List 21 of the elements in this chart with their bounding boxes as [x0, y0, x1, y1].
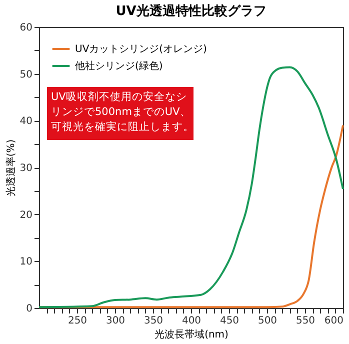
x-tick-label: 300 — [106, 316, 126, 326]
x-axis-title: 光波長帯域(nm) — [154, 328, 229, 340]
y-tick-label: 20 — [20, 210, 32, 221]
y-tick-label: 10 — [20, 256, 32, 268]
x-tick-label: 450 — [220, 316, 240, 326]
y-axis-title: 光透過率(%) — [4, 139, 17, 197]
x-tick-label: 350 — [144, 316, 164, 326]
y-tick-label: 0 — [26, 304, 32, 314]
y-tick-label: 60 — [20, 22, 32, 34]
x-tick-label: 400 — [182, 316, 202, 326]
legend-label: 他社シリンジ(緑色) — [75, 60, 163, 72]
y-tick-label: 50 — [20, 69, 32, 80]
y-tick-label: 30 — [20, 163, 32, 174]
x-tick-label: 550 — [296, 316, 316, 326]
annotation: UV吸収剤不使用の安全なシリンジで500nmまでのUV、可視光を確実に阻止します。 — [51, 90, 194, 133]
y-tick-label: 40 — [20, 116, 32, 128]
legend-label: UVカットシリンジ(オレンジ) — [75, 44, 208, 55]
x-tick-label: 500 — [258, 316, 278, 326]
x-tick-label: 600 — [324, 316, 344, 326]
chart-title: UV光透過特性比較グラフ — [116, 3, 266, 19]
x-tick-label: 250 — [68, 316, 88, 326]
